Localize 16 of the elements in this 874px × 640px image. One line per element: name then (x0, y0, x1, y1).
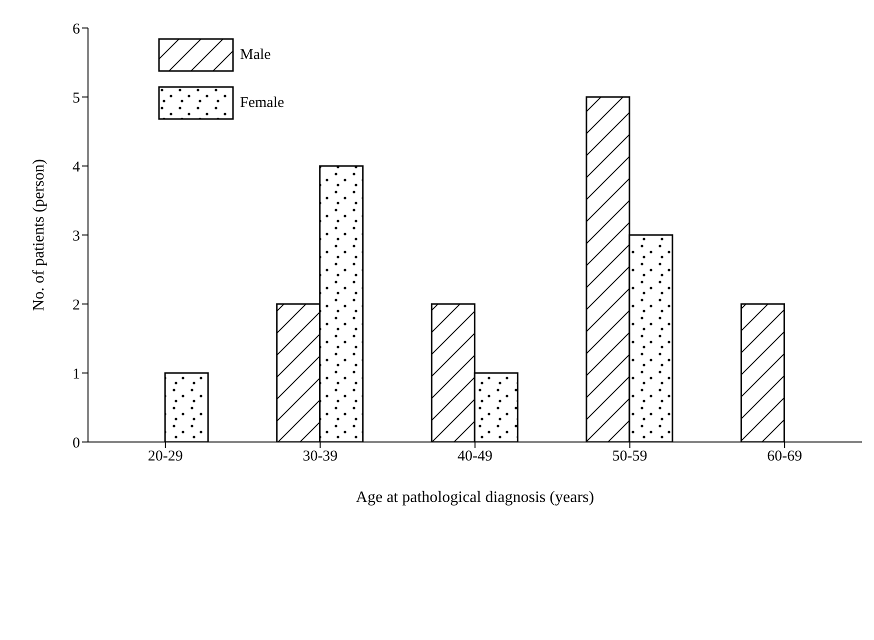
y-tick-label: 1 (72, 366, 80, 382)
y-tick-label: 4 (72, 159, 80, 176)
x-tick-label: 50-59 (612, 448, 648, 465)
x-tick-label: 30-39 (302, 448, 338, 465)
x-tick-label: 20-29 (148, 448, 183, 465)
y-tick-label: 0 (72, 435, 80, 452)
x-axis-title: Age at pathological diagnosis (years) (356, 489, 594, 506)
legend-label: Female (240, 94, 284, 112)
y-tick-label: 3 (72, 228, 80, 244)
y-tick-label: 5 (72, 90, 80, 106)
x-tick-label: 40-49 (458, 448, 492, 465)
y-axis-title: No. of patients (person) (30, 159, 48, 311)
legend-label: Male (240, 46, 271, 64)
y-tick-label: 2 (72, 297, 80, 314)
y-tick-label: 6 (72, 21, 80, 38)
x-tick-label: 60-69 (767, 448, 802, 465)
